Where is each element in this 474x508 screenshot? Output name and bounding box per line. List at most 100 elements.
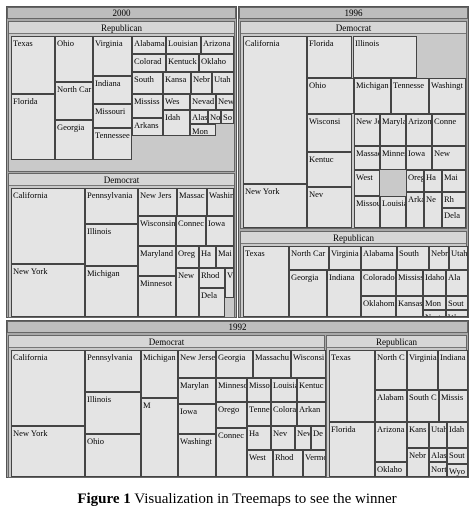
state-cell: California [243,36,307,184]
party-group-republican: Republican Texas North Car Virginia Alabama S… [240,231,468,318]
state-cell: So [221,110,234,124]
state-cell: Rhod [273,450,303,477]
state-cell: Kansas [396,296,423,317]
state-cell: Missouri [247,378,271,402]
state-cell: Oregon [406,170,424,192]
state-cell: Michigan [354,78,391,114]
state-cell: Tennesse [391,78,429,114]
state-cell: Louisian [166,36,201,54]
state-cell: South C [407,390,439,422]
state-cell: Texas [329,350,375,422]
state-cell: Sout [446,296,468,310]
state-cell: Michigan [85,266,138,317]
state-cell: South [397,246,429,270]
state-cell: Washingt [178,434,216,477]
state-cell: Georgia [55,120,93,160]
state-cell: Florida [307,36,352,78]
state-cell: Missouri [354,196,380,228]
state-cell: Nebr [191,72,212,94]
party-label: Republican [241,232,466,244]
state-cell: Mississ [396,270,423,296]
state-cell: Arizona [201,36,234,54]
party-group-democrat: Democrat California New York Florida Illinoi… [240,21,467,229]
state-cell: Indiana [438,350,468,390]
party-label: Democrat [9,174,234,186]
state-cell: Alas [429,448,447,462]
state-cell: Kansa [163,72,191,94]
state-cell: Nev [271,426,295,450]
state-cell: Virginia [93,36,132,76]
state-cell: North Car [55,82,93,120]
state-cell: Wisconsi [307,114,352,152]
party-group-democrat: Democrat California New York Pennsylvania Il… [8,173,235,318]
state-cell: Utah [429,422,447,448]
state-cell: New York [11,264,85,317]
state-cell: Oklaho [375,462,407,477]
panel-title: 2000 [7,7,236,19]
party-label: Republican [9,22,234,34]
state-cell: Missouri [93,104,132,128]
state-cell: Kentuck [166,54,199,72]
state-cell: Nort [429,462,447,477]
state-cell: Alabama [132,36,166,54]
state-cell: Ohio [55,36,93,82]
state-cell: Indiana [93,76,132,104]
state-cell: Iowa [178,404,216,434]
state-cell: Wisconsin [138,216,176,246]
state-cell: Pennsylvania [85,350,141,392]
state-cell: Massachu [253,350,291,378]
state-cell: Orego [216,402,247,428]
state-cell: Mai [442,170,466,192]
state-cell: Arizon [406,114,432,146]
party-label: Democrat [241,22,466,34]
state-cell: Illinois [85,392,141,434]
state-cell: Arkan [297,402,326,426]
state-cell: New [176,268,199,317]
state-cell: Massachus [354,146,380,170]
panel-title: 1992 [7,321,468,333]
state-cell: No [208,110,221,124]
state-cell: Alas [190,110,208,124]
state-cell: Oklaho [199,54,234,72]
caption-text: Visualization in Treemaps to see the win… [134,491,397,507]
state-cell: Colora [271,402,297,426]
state-cell: Washingt [429,78,466,114]
state-cell: Idah [447,422,468,448]
state-cell: Alabam [375,390,407,422]
state-cell: Minnes [380,146,406,170]
state-cell: Pennsylvania [85,188,138,224]
state-cell: Rh [442,192,466,208]
state-cell: Utah [212,72,234,94]
party-group-republican: Republican Texas Florida Ohio North Car Georg… [8,21,235,172]
state-cell: Mississ [132,94,163,118]
state-cell: Ne [424,192,442,228]
state-cell: New [432,146,466,170]
party-label: Democrat [9,336,324,348]
state-cell: Nevad [190,94,216,110]
state-cell: Georgia [216,350,253,378]
state-cell: Arizona [375,422,407,462]
state-cell: New [295,426,311,450]
state-cell: New York [243,184,307,228]
state-cell: Nort [423,310,446,317]
state-cell: Ala [446,270,468,296]
state-cell: Wyo [447,464,468,477]
state-cell: Idaho [423,270,446,296]
state-cell: New [216,94,234,110]
state-cell: Illinois [85,224,138,266]
state-cell: West [354,170,380,196]
state-cell: V [225,268,234,298]
state-cell: Conne [432,114,466,146]
state-cell: Connec [216,428,247,477]
state-cell: Arkans [132,118,163,136]
state-cell: Ha [424,170,442,192]
panel-title: 1996 [239,7,468,19]
state-cell: Illinois [353,36,417,78]
state-cell: Oreg [176,246,199,268]
state-cell: Colorado [361,270,396,296]
state-cell: Texas [243,246,289,317]
state-cell: De [311,426,326,450]
state-cell: Iowa [206,216,234,246]
state-cell: California [11,188,85,264]
